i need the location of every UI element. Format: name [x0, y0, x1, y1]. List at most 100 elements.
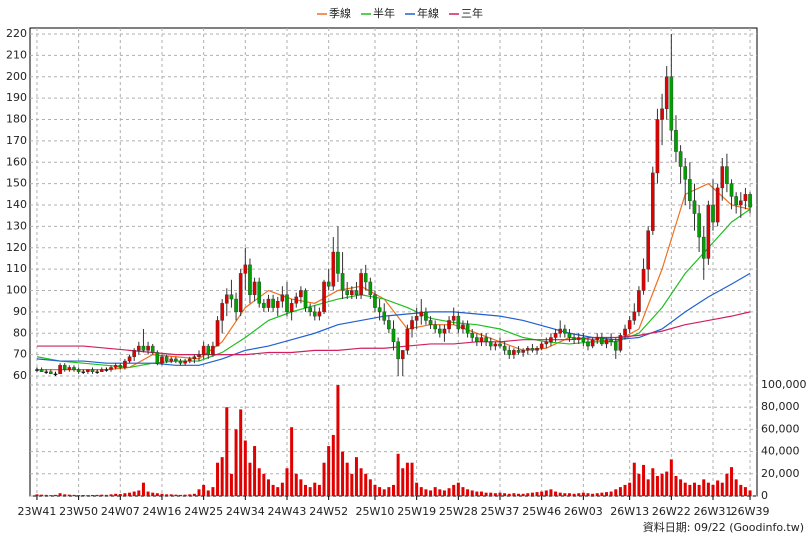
volume-bar	[91, 495, 95, 496]
candle-body	[507, 350, 512, 355]
candle-body	[234, 298, 238, 313]
volume-bar	[178, 494, 182, 496]
candle-body	[563, 328, 567, 334]
y-tick-label: 130	[6, 219, 27, 232]
volume-bar	[341, 451, 345, 496]
volume-bar	[614, 489, 618, 496]
volume-bar	[192, 493, 196, 496]
volume-bar	[748, 490, 752, 496]
volume-bar	[456, 482, 460, 496]
volume-bar	[336, 385, 340, 496]
candle-body	[692, 200, 697, 214]
volume-bar	[313, 482, 317, 496]
volume-bar	[433, 487, 437, 496]
candle-body	[544, 341, 549, 345]
candle-body	[113, 365, 118, 368]
volume-bar	[378, 487, 382, 496]
volume-bar	[220, 457, 224, 496]
candle-body	[169, 358, 174, 362]
candle-body	[400, 350, 405, 360]
candle-body	[678, 151, 683, 167]
volume-bar	[248, 462, 252, 496]
candle-body	[104, 369, 109, 371]
volume-bar	[327, 446, 331, 496]
candle-body	[266, 298, 271, 308]
candle-body	[396, 341, 400, 360]
candle-body	[90, 369, 95, 372]
volume-bar	[151, 492, 155, 496]
candle-body	[164, 356, 169, 362]
volume-bar	[392, 484, 395, 496]
candle-body	[451, 315, 456, 321]
y-tick-label: 110	[6, 262, 27, 275]
volume-bar	[618, 487, 622, 496]
volume-bar	[530, 492, 534, 496]
candle-body	[553, 333, 558, 338]
y-tick-label: 190	[6, 91, 27, 104]
x-tick-label: 23W41	[18, 505, 57, 518]
candle-body	[229, 294, 234, 300]
x-tick-label: 26W13	[610, 505, 649, 518]
candle-body	[150, 345, 155, 353]
y-tick-label: 150	[6, 177, 27, 190]
candle-body	[382, 311, 387, 321]
candle-body	[558, 328, 563, 334]
y-tick-label: 200	[6, 70, 27, 83]
candle-body	[623, 328, 627, 336]
candle-body	[359, 273, 363, 295]
candle-body	[581, 337, 586, 342]
volume-bar	[257, 468, 261, 496]
volume-bar	[739, 484, 743, 496]
candle-body	[322, 281, 326, 313]
volume-bar	[609, 491, 613, 496]
candle-body	[192, 356, 197, 360]
candle-body	[178, 360, 183, 364]
volume-bar	[438, 489, 442, 496]
candle-body	[86, 369, 90, 372]
candle-body	[39, 369, 44, 372]
volume-bar	[567, 493, 571, 496]
volume-bar	[711, 484, 715, 496]
x-tick-label: 26W39	[731, 505, 770, 518]
volume-bar	[595, 493, 599, 496]
candle-body	[734, 196, 738, 206]
volume-bar	[442, 490, 446, 496]
x-tick-label: 23W50	[59, 505, 98, 518]
volume-bar	[63, 494, 67, 496]
candle-body	[530, 348, 535, 351]
volume-bar	[364, 473, 368, 496]
volume-bar	[489, 492, 493, 496]
volume-bar	[345, 462, 349, 496]
candle-body	[738, 200, 743, 206]
volume-bar	[35, 494, 39, 496]
legend-label: 半年	[373, 6, 395, 20]
volume-bar	[415, 482, 419, 496]
volume-bar	[271, 484, 275, 496]
candle-body	[419, 311, 424, 317]
volume-bar	[461, 487, 465, 496]
x-tick-label: 25W28	[439, 505, 478, 518]
candle-body	[377, 307, 382, 313]
volume-bar	[308, 487, 312, 496]
volume-bar	[581, 492, 585, 496]
volume-bar	[642, 464, 646, 496]
volume-bar	[317, 484, 321, 496]
volume-bar	[49, 495, 53, 496]
candle-body	[224, 294, 229, 304]
volume-bar	[229, 473, 233, 496]
y-tick-label: 220	[6, 27, 27, 40]
volume-bar	[692, 482, 696, 496]
y-tick-label: 140	[6, 198, 27, 211]
x-tick-label: 25W46	[522, 505, 561, 518]
volume-bar	[521, 493, 525, 496]
volume-bar	[632, 462, 636, 496]
volume-bar	[86, 495, 90, 496]
candle-body	[637, 290, 641, 313]
candle-body	[743, 194, 748, 201]
volume-bar	[40, 494, 44, 496]
candle-body	[627, 320, 632, 330]
candle-body	[350, 290, 354, 295]
volume-bar	[253, 446, 257, 496]
candle-body	[438, 328, 442, 334]
